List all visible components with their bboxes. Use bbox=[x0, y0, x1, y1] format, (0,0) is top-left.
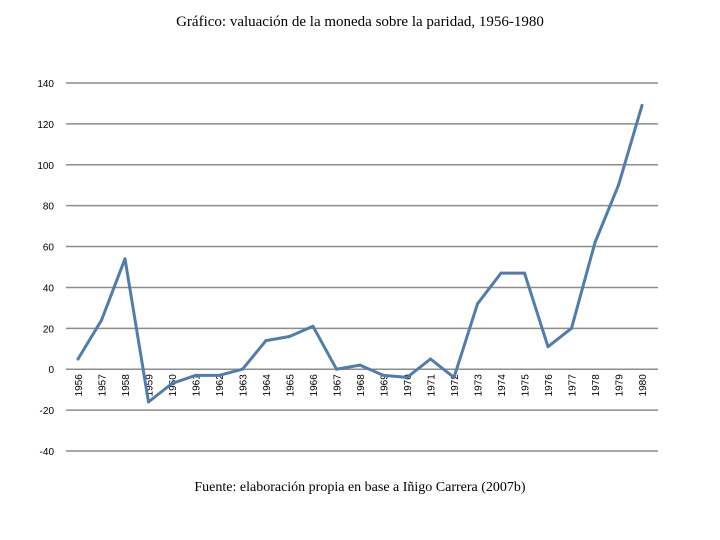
y-tick-label: 140 bbox=[37, 79, 54, 90]
x-tick-label: 1972 bbox=[450, 374, 461, 397]
data-point bbox=[194, 373, 197, 377]
data-point bbox=[170, 382, 174, 386]
data-point bbox=[76, 357, 80, 361]
source-note: Fuente: elaboración propia en base a Iñi… bbox=[194, 480, 526, 495]
x-tick-label: 1976 bbox=[544, 374, 555, 397]
y-tick-label: 0 bbox=[48, 365, 54, 376]
y-tick-label: 100 bbox=[37, 161, 54, 172]
x-tick-label: 1963 bbox=[239, 374, 250, 397]
x-tick-label: 1977 bbox=[568, 374, 579, 397]
data-point bbox=[452, 375, 456, 379]
y-tick-label: 60 bbox=[43, 243, 55, 254]
x-tick-label: 1964 bbox=[262, 374, 273, 397]
data-point bbox=[358, 363, 362, 367]
data-point bbox=[335, 367, 338, 371]
data-point bbox=[640, 103, 644, 107]
data-point bbox=[405, 375, 409, 379]
y-axis-ticks: -40 -20 0 20 40 60 80 100 120 140 bbox=[37, 79, 54, 458]
data-point bbox=[617, 183, 620, 187]
x-tick-label: 1967 bbox=[333, 374, 344, 397]
data-point bbox=[429, 357, 432, 361]
x-tick-label: 1971 bbox=[427, 374, 438, 397]
x-tick-label: 1975 bbox=[521, 374, 532, 397]
gridlines bbox=[66, 82, 658, 452]
data-point bbox=[593, 240, 597, 244]
x-tick-label: 1965 bbox=[286, 374, 297, 397]
x-tick-label: 1961 bbox=[192, 374, 203, 397]
data-point bbox=[147, 400, 150, 404]
x-tick-label: 1973 bbox=[474, 374, 485, 397]
data-point bbox=[546, 345, 550, 349]
x-tick-label: 1970 bbox=[403, 374, 414, 397]
x-tick-label: 1966 bbox=[309, 374, 320, 397]
x-tick-label: 1978 bbox=[591, 374, 602, 397]
y-tick-label: 20 bbox=[43, 324, 55, 335]
x-tick-label: 1957 bbox=[98, 374, 109, 397]
data-point bbox=[476, 302, 479, 306]
data-point bbox=[123, 257, 127, 261]
data-point bbox=[241, 367, 244, 371]
x-tick-label: 1968 bbox=[356, 374, 367, 397]
data-point bbox=[570, 326, 573, 330]
x-tick-label: 1960 bbox=[168, 374, 179, 397]
data-point bbox=[217, 373, 221, 377]
x-tick-label: 1958 bbox=[121, 374, 132, 397]
data-point bbox=[523, 271, 526, 275]
x-tick-label: 1980 bbox=[638, 374, 649, 397]
data-point bbox=[264, 339, 268, 343]
x-tick-label: 1959 bbox=[145, 374, 156, 397]
data-point bbox=[288, 335, 291, 339]
data-point bbox=[382, 373, 385, 377]
x-tick-label: 1969 bbox=[380, 374, 391, 397]
y-tick-label: 40 bbox=[43, 283, 55, 294]
data-point bbox=[499, 271, 503, 275]
x-tick-label: 1956 bbox=[74, 374, 85, 397]
y-tick-label: -20 bbox=[40, 406, 55, 417]
y-tick-label: 80 bbox=[43, 202, 55, 213]
x-axis-ticks: 1956 1957 1958 1959 1960 1961 1962 1963 1964 1965… bbox=[74, 374, 649, 397]
chart-title: Gráfico: valuación de la moneda sobre la… bbox=[176, 14, 544, 30]
series-layer bbox=[76, 103, 644, 404]
x-tick-label: 1979 bbox=[615, 374, 626, 397]
data-point bbox=[311, 324, 315, 328]
series-line-0 bbox=[76, 104, 644, 404]
x-tick-label: 1974 bbox=[497, 374, 508, 397]
data-point bbox=[100, 318, 103, 322]
y-tick-label: 120 bbox=[37, 120, 54, 131]
x-tick-label: 1962 bbox=[215, 374, 226, 397]
y-tick-label: -40 bbox=[40, 447, 55, 458]
